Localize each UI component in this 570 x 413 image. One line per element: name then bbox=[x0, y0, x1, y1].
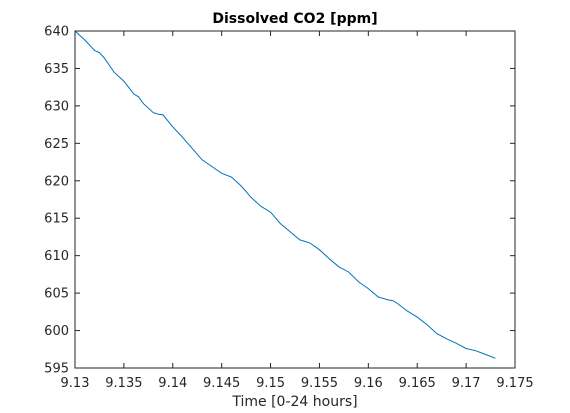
y-tick-label: 610 bbox=[44, 249, 69, 264]
x-tick-label: 9.17 bbox=[452, 376, 481, 391]
x-tick-label: 9.16 bbox=[354, 376, 383, 391]
x-tick-label: 9.155 bbox=[301, 376, 338, 391]
y-tick-label: 600 bbox=[44, 324, 69, 339]
series-line bbox=[74, 30, 496, 359]
plot-area bbox=[74, 30, 516, 369]
y-tick-label: 635 bbox=[44, 62, 69, 77]
y-tick-label: 605 bbox=[44, 287, 69, 302]
x-tick-label: 9.165 bbox=[399, 376, 436, 391]
y-tick-label: 595 bbox=[44, 362, 69, 377]
y-tick-label: 615 bbox=[44, 212, 69, 227]
x-axis-label: Time [0-24 hours] bbox=[231, 394, 357, 410]
x-tick-label: 9.15 bbox=[256, 376, 285, 391]
y-tick-label: 625 bbox=[44, 137, 69, 152]
axes-box bbox=[74, 30, 516, 369]
y-tick-label: 620 bbox=[44, 174, 69, 189]
y-tick-label: 640 bbox=[44, 25, 69, 40]
x-tick-label: 9.145 bbox=[203, 376, 240, 391]
chart-title: Dissolved CO2 [ppm] bbox=[212, 11, 377, 27]
x-tick-label: 9.14 bbox=[158, 376, 187, 391]
x-tick-label: 9.135 bbox=[105, 376, 142, 391]
x-axis: 9.13 9.135 9.14 9.145 9.15 9.155 9.16 9.165 9.17… bbox=[61, 31, 534, 391]
x-tick-label: 9.13 bbox=[61, 376, 90, 391]
x-tick-label: 9.175 bbox=[496, 376, 533, 391]
y-axis: 595 600 605 610 615 620 625 630 635 640 bbox=[44, 25, 515, 377]
y-tick-label: 630 bbox=[44, 99, 69, 114]
